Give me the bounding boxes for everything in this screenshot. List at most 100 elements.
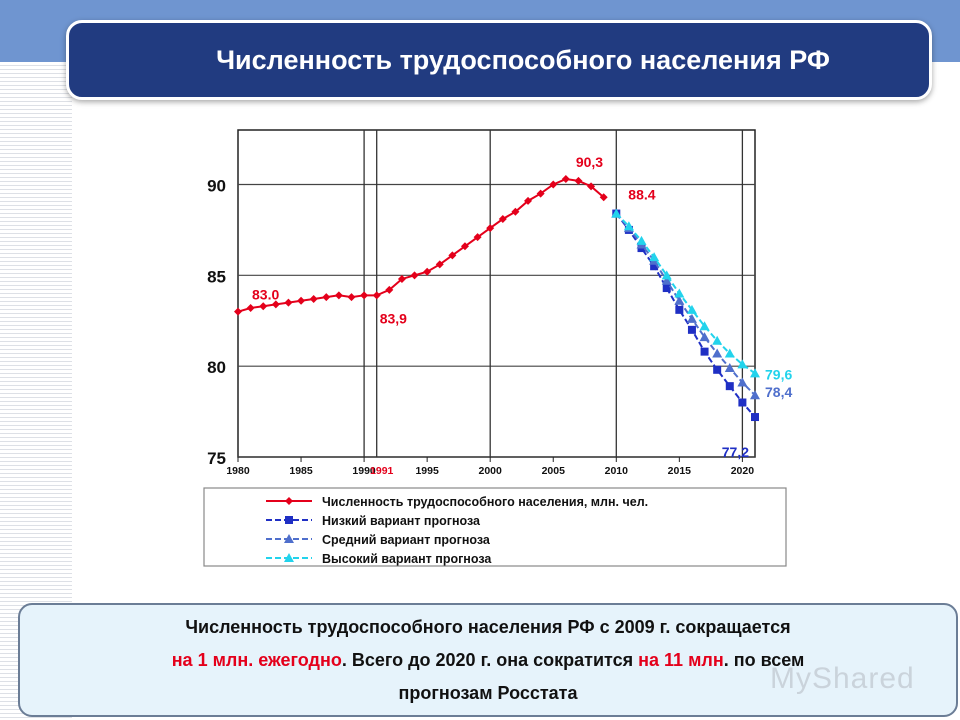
x-tick-label: 2015 (668, 465, 692, 477)
data-label: 83,9 (380, 310, 407, 326)
data-point (699, 332, 710, 342)
data-point (524, 196, 533, 205)
x-tick-label: 1980 (226, 465, 250, 477)
line-chart: 75 80 85 90 1980 1985 1990 1995 2000 2005 2010 2015… (203, 129, 792, 567)
data-point (750, 368, 760, 378)
data-point (473, 233, 482, 242)
summary-highlight-2: на 11 млн (638, 650, 724, 670)
legend-entry: Средний вариант прогноза (322, 533, 491, 547)
data-point (686, 313, 697, 323)
legend-marker (284, 534, 294, 543)
summary-line-2: на 1 млн. ежегодно. Всего до 2020 г. она… (20, 644, 956, 677)
legend-marker (284, 553, 294, 562)
data-point (246, 304, 255, 313)
data-point (511, 207, 520, 216)
data-point (699, 321, 710, 331)
data-point (271, 300, 280, 309)
data-point (623, 221, 634, 231)
summary-line-3: прогнозам Росстата (398, 683, 578, 703)
data-point (498, 215, 507, 224)
summary-line-1: Численность трудоспособного населения РФ… (185, 617, 791, 637)
data-point (486, 224, 495, 233)
legend-marker (285, 497, 293, 505)
data-point (587, 182, 596, 191)
data-point (334, 291, 343, 300)
data-point (372, 291, 381, 300)
data-point (234, 307, 242, 316)
data-point (724, 362, 735, 372)
y-tick-label: 85 (207, 267, 226, 286)
data-point (649, 252, 660, 262)
data-point (599, 193, 608, 202)
y-tick-label: 90 (207, 177, 226, 196)
data-point (460, 242, 469, 251)
data-point (259, 302, 268, 311)
x-tick-label: 1990 (352, 465, 376, 477)
x-tick-label: 1995 (415, 465, 439, 477)
data-label: 88.4 (628, 187, 655, 203)
data-point (347, 293, 356, 302)
x-tick-label: 2020 (731, 465, 755, 477)
data-point (661, 270, 672, 280)
x-tick-label: 2010 (605, 465, 629, 477)
data-point (712, 348, 723, 358)
data-point (636, 235, 647, 245)
data-point (574, 176, 583, 185)
data-point (713, 365, 722, 374)
data-point (661, 275, 672, 285)
y-tick-label: 80 (207, 358, 226, 377)
data-point (448, 251, 457, 260)
summary-text-mid: . Всего до 2020 г. она сократится (341, 650, 639, 670)
data-point (725, 382, 734, 391)
watermark-logo: MyShared (770, 662, 915, 695)
x-tick-label-1991: 1991 (370, 465, 394, 477)
summary-highlight-1: на 1 млн. ежегодно (171, 650, 342, 670)
title-bar: Численность трудоспособного населения РФ (66, 20, 932, 100)
data-point (397, 274, 406, 283)
data-point (650, 262, 659, 271)
data-label: 83.0 (252, 287, 279, 303)
x-tick-label: 2005 (542, 465, 566, 477)
data-point (751, 413, 759, 422)
data-point (297, 296, 306, 305)
data-point (561, 175, 570, 184)
data-point (423, 267, 432, 276)
data-point (309, 294, 318, 303)
data-point (674, 295, 685, 305)
legend-entry: Высокий вариант прогноза (322, 552, 492, 566)
data-point (712, 335, 723, 345)
data-point (700, 347, 709, 356)
data-label: 79,6 (765, 366, 792, 382)
data-point (750, 390, 760, 400)
data-point (322, 293, 331, 302)
data-point (284, 298, 293, 307)
data-label: 78,4 (765, 384, 792, 400)
x-tick-label: 1985 (289, 465, 313, 477)
x-tick-label: 2000 (479, 465, 503, 477)
data-point (360, 291, 369, 300)
data-point (662, 284, 671, 293)
data-point (675, 305, 684, 314)
data-point (435, 260, 444, 269)
legend-entry: Низкий вариант прогноза (322, 514, 481, 528)
data-point (611, 208, 622, 218)
data-point (737, 377, 748, 387)
data-label: 77,2 (722, 444, 749, 460)
legend-entry: Численность трудоспособного населения, м… (322, 495, 648, 509)
data-point (724, 348, 735, 358)
data-point (738, 398, 747, 407)
y-tick-label: 75 (207, 449, 226, 468)
data-point (410, 271, 419, 280)
data-point (686, 304, 697, 314)
data-label: 90,3 (576, 154, 603, 170)
data-point (385, 285, 394, 294)
slide-title: Численность трудоспособного населения РФ (216, 45, 830, 75)
data-point (549, 180, 558, 189)
data-point (536, 189, 545, 198)
summary-box: Численность трудоспособного населения РФ… (18, 603, 958, 717)
summary-text-end: . по всем (723, 650, 805, 670)
data-point (674, 288, 685, 298)
data-point (737, 359, 748, 369)
legend-marker (285, 516, 293, 524)
data-point (687, 325, 696, 334)
